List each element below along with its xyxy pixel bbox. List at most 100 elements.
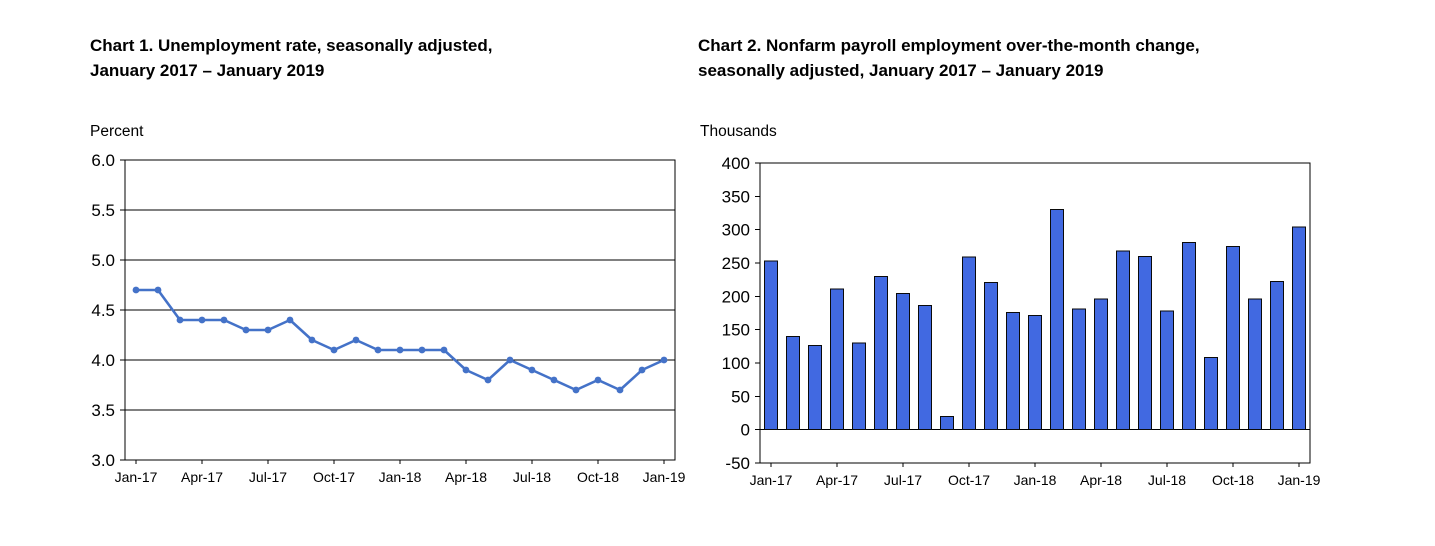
bar (1138, 255, 1152, 431)
data-point-marker (352, 336, 360, 344)
bar (962, 256, 976, 431)
data-point-marker (242, 326, 250, 334)
series-line (134, 288, 666, 392)
x-tick-label: Jan-18 (1014, 472, 1057, 488)
y-tick-label: 6.0 (91, 151, 115, 170)
x-tick-label: Jul-17 (249, 469, 287, 485)
y-tick-label: -50 (725, 454, 750, 473)
bar (1094, 298, 1108, 431)
bar (852, 342, 866, 431)
x-tick-label: Oct-18 (577, 469, 619, 485)
bar (1072, 308, 1086, 431)
bar (1116, 250, 1130, 431)
y-tick-label: 50 (731, 387, 750, 406)
x-tick-label: Jan-18 (379, 469, 422, 485)
bar (830, 288, 844, 431)
chart1-title-line1: Chart 1. Unemployment rate, seasonally a… (90, 36, 493, 55)
y-tick-label: 5.5 (91, 201, 115, 220)
y-tick-label: 200 (722, 287, 750, 306)
data-point-marker (132, 286, 140, 294)
y-tick-label: 400 (722, 154, 750, 173)
x-tick-label: Oct-18 (1212, 472, 1254, 488)
data-point-marker (616, 386, 624, 394)
y-axis (120, 159, 675, 461)
bar (1226, 245, 1240, 431)
bar (1160, 310, 1174, 431)
data-point-marker (572, 386, 580, 394)
bar (786, 335, 800, 431)
chart2-title: Chart 2. Nonfarm payroll employment over… (698, 33, 1200, 83)
line-series (132, 286, 668, 394)
y-tick-label: 0 (741, 421, 750, 440)
x-axis: Jan-17 Apr-17 Jul-17 Oct-17 Jan-18 Apr-18 Jul-… (750, 463, 1321, 488)
data-point-marker (550, 376, 558, 384)
y-tick-label: 350 (722, 187, 750, 206)
x-tick-label: Oct-17 (948, 472, 990, 488)
data-point-marker (286, 316, 294, 324)
bar-series (764, 209, 1306, 431)
bar (1182, 241, 1196, 431)
y-tick-label: 300 (722, 221, 750, 240)
chart2-title-line2: seasonally adjusted, January 2017 – Janu… (698, 61, 1104, 80)
bar (1248, 298, 1262, 431)
x-tick-label: Jul-18 (513, 469, 551, 485)
x-tick-label: Jan-17 (115, 469, 158, 485)
data-point-marker (462, 366, 470, 374)
bar (984, 281, 998, 431)
plot-border (124, 159, 676, 461)
data-point-marker (660, 356, 668, 364)
data-point-marker (418, 346, 426, 354)
y-tick-label: 100 (722, 354, 750, 373)
data-point-marker (330, 346, 338, 354)
data-point-marker (176, 316, 184, 324)
y-tick-label: 3.5 (91, 401, 115, 420)
bar (1204, 357, 1218, 431)
data-point-marker (220, 316, 228, 324)
data-point-marker (638, 366, 646, 374)
bar (764, 260, 778, 431)
data-point-marker (484, 376, 492, 384)
data-point-marker (308, 336, 316, 344)
bar (808, 345, 822, 431)
y-tick-label: 4.0 (91, 351, 115, 370)
bar (896, 293, 910, 431)
y-tick-label: 150 (722, 321, 750, 340)
bar (1006, 311, 1020, 431)
y-tick-label: 3.0 (91, 451, 115, 470)
data-point-marker (440, 346, 448, 354)
data-point-marker (594, 376, 602, 384)
chart2-unit-label: Thousands (700, 123, 777, 140)
x-tick-label: Jan-17 (750, 472, 793, 488)
data-point-marker (374, 346, 382, 354)
x-tick-label: Oct-17 (313, 469, 355, 485)
data-point-marker (528, 366, 536, 374)
data-point-marker (264, 326, 272, 334)
x-axis: Jan-17 Apr-17 Jul-17 Oct-17 Jan-18 Apr-18 Jul-… (115, 460, 686, 485)
x-tick-label: Apr-18 (445, 469, 487, 485)
data-point-marker (154, 286, 162, 294)
plot-border (759, 162, 1311, 464)
x-tick-label: Apr-17 (181, 469, 223, 485)
bar (918, 305, 932, 431)
chart2-title-line1: Chart 2. Nonfarm payroll employment over… (698, 36, 1200, 55)
x-tick-label: Jul-18 (1148, 472, 1186, 488)
chart1-title: Chart 1. Unemployment rate, seasonally a… (90, 33, 492, 83)
bar (940, 415, 954, 431)
bar (1028, 315, 1042, 431)
x-tick-label: Apr-18 (1080, 472, 1122, 488)
chart1-unit-label: Percent (90, 123, 144, 140)
data-point-marker (396, 346, 404, 354)
y-tick-label: 5.0 (91, 251, 115, 270)
x-tick-label: Jan-19 (643, 469, 686, 485)
x-tick-label: Jul-17 (884, 472, 922, 488)
bar (874, 275, 888, 431)
data-point-marker (506, 356, 514, 364)
bar (1270, 281, 1284, 431)
x-tick-label: Apr-17 (816, 472, 858, 488)
x-tick-label: Jan-19 (1278, 472, 1321, 488)
y-tick-label: 250 (722, 254, 750, 273)
chart1-title-line2: January 2017 – January 2019 (90, 61, 325, 80)
